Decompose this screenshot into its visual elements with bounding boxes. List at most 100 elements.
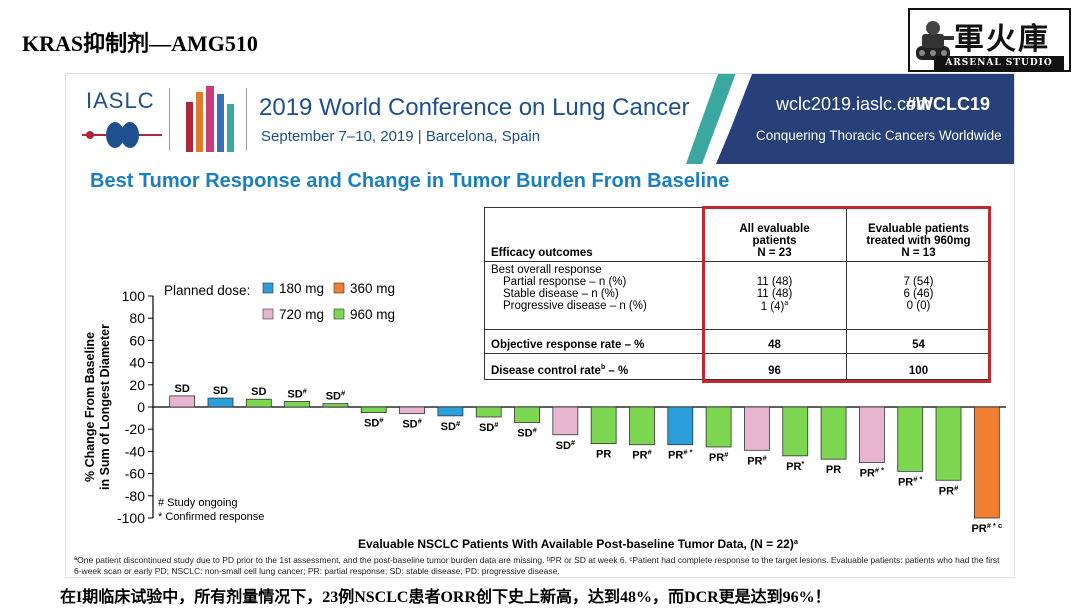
iaslc-logo-text: IASLC bbox=[86, 88, 155, 113]
bar-response-marker: # bbox=[494, 420, 499, 429]
bar-response-label: SD# bbox=[287, 386, 307, 400]
table-header-960: Evaluable patients treated with 960mg N = … bbox=[846, 207, 991, 262]
bar bbox=[973, 406, 1000, 519]
bar-response-label: PR# * bbox=[860, 466, 885, 480]
bar-response-label: PR bbox=[826, 464, 841, 476]
bar bbox=[514, 406, 540, 423]
logo-text: 軍火庫 bbox=[954, 22, 1050, 57]
bar-response-label: SD# bbox=[364, 416, 384, 430]
y-tick-label: 40 bbox=[129, 355, 145, 371]
bar bbox=[744, 406, 770, 451]
bar-response-marker: # bbox=[762, 453, 767, 462]
conference-url[interactable]: wclc2019.iaslc.com bbox=[776, 94, 932, 114]
bar-response-label: SD bbox=[213, 385, 228, 397]
bar-response-marker: # bbox=[724, 450, 729, 459]
bar-response-marker: # bbox=[571, 438, 576, 447]
conference-hashtag: #WCLC19 bbox=[906, 94, 991, 114]
table-cell: 54 bbox=[846, 329, 991, 354]
bar-response-label: PR# * bbox=[898, 474, 923, 488]
bar-response-label: PR# * c bbox=[971, 521, 1002, 535]
y-tick-label: -100 bbox=[117, 510, 145, 526]
bar bbox=[552, 406, 579, 436]
bar bbox=[284, 401, 311, 408]
table-cell: 96 bbox=[702, 353, 847, 380]
bar-response-label: PR* bbox=[786, 459, 804, 473]
conference-motto: Conquering Thoracic Cancers Worldwide bbox=[756, 128, 1002, 143]
chart-note: * Confirmed response bbox=[158, 511, 264, 523]
x-axis-label-marker: a bbox=[794, 537, 799, 546]
table-row-orr: Objective response rate – % 48 54 bbox=[484, 329, 991, 354]
bar bbox=[705, 406, 732, 448]
y-tick-label: -20 bbox=[125, 421, 145, 437]
y-tick-label: 0 bbox=[137, 399, 145, 415]
bar bbox=[590, 406, 617, 445]
bar-response-label: SD# bbox=[326, 389, 346, 403]
bar-response-marker: * bbox=[801, 459, 804, 468]
conference-banner: wclc2019.iaslc.com #WCLC19 Conquering Th… bbox=[716, 74, 1014, 164]
table-cell: 7 (54) 6 (46) 0 (0) bbox=[846, 261, 991, 330]
bar bbox=[437, 406, 464, 417]
legend-swatch bbox=[333, 308, 345, 320]
conference-header: IASLC 2019 World Conference on Lung Canc… bbox=[66, 74, 1014, 164]
legend-label: 180 mg bbox=[279, 281, 324, 296]
bar-response-label: SD# bbox=[556, 438, 576, 452]
bar-response-label: PR# bbox=[939, 483, 959, 497]
table-header-all: All evaluable patients N = 23 bbox=[702, 207, 847, 262]
bar-response-label: SD# bbox=[517, 426, 537, 440]
bar-response-marker: # * bbox=[875, 466, 884, 475]
brand-logo: 軍火庫 ARSENAL STUDIO bbox=[908, 8, 1071, 72]
y-tick-label: 100 bbox=[122, 288, 146, 304]
logo-subtitle: ARSENAL STUDIO bbox=[934, 56, 1064, 70]
efficacy-table: Efficacy outcomes All evaluable patients N… bbox=[484, 207, 991, 380]
chart-note: # Study ongoing bbox=[158, 497, 238, 509]
bar-response-label: SD bbox=[251, 386, 266, 398]
lungs-icon bbox=[82, 122, 162, 148]
x-axis-label: Evaluable NSCLC Patients With Available … bbox=[358, 537, 799, 551]
bar-response-marker: # bbox=[418, 417, 423, 426]
bar bbox=[322, 403, 349, 408]
bar bbox=[475, 406, 502, 418]
table-row-bor: Best overall response Partial response –… bbox=[484, 261, 991, 330]
conference-title: 2019 World Conference on Lung Cancer bbox=[259, 94, 690, 121]
table-header-outcomes: Efficacy outcomes bbox=[484, 207, 703, 262]
bar bbox=[782, 406, 809, 457]
bar-response-label: PR# bbox=[632, 448, 652, 462]
table-row-dcr: Disease control rateb – % 96 100 bbox=[484, 353, 991, 380]
y-tick-label: -80 bbox=[125, 488, 145, 504]
bar-response-label: SD# bbox=[402, 417, 422, 431]
bar bbox=[245, 398, 272, 408]
footnote: ªOne patient discontinued study due to P… bbox=[74, 555, 1000, 576]
bar-response-marker: # bbox=[648, 448, 653, 457]
bar-response-marker: # bbox=[341, 389, 346, 398]
bar-response-marker: # bbox=[379, 416, 384, 425]
header-divider bbox=[169, 88, 170, 150]
legend-swatch bbox=[262, 282, 274, 294]
bar-response-label: PR# bbox=[709, 450, 729, 464]
legend-label: 720 mg bbox=[279, 307, 324, 322]
bar bbox=[399, 406, 425, 415]
table-cell: Objective response rate – % bbox=[484, 329, 703, 354]
bar-response-label: PR# bbox=[747, 453, 767, 467]
bar-response-marker: # bbox=[533, 426, 538, 435]
bar-response-label: PR bbox=[596, 449, 611, 461]
chart-title: Best Tumor Response and Change in Tumor … bbox=[90, 170, 730, 192]
bar bbox=[858, 406, 885, 463]
bar bbox=[169, 395, 196, 408]
legend-title: Planned dose: bbox=[164, 283, 250, 298]
y-tick-label: 20 bbox=[129, 377, 145, 393]
table-cell: Disease control rateb – % bbox=[484, 353, 703, 380]
y-tick-label: -60 bbox=[125, 466, 145, 482]
y-tick-label: 60 bbox=[129, 332, 145, 348]
y-axis-label: in Sum of Longest Diameter bbox=[98, 324, 112, 490]
table-cell: 48 bbox=[702, 329, 847, 354]
table-header-row: Efficacy outcomes All evaluable patients N… bbox=[484, 207, 991, 262]
bar bbox=[360, 406, 387, 413]
bar-response-marker: # bbox=[954, 483, 959, 492]
legend-swatch bbox=[262, 308, 274, 320]
bar-response-label: SD# bbox=[479, 420, 499, 434]
bar-response-marker: # bbox=[303, 386, 308, 395]
bar-response-marker: # * bbox=[683, 448, 692, 457]
table-cell: 11 (48) 11 (48) 1 (4)a bbox=[702, 261, 847, 330]
barcelona-skyline-icon bbox=[186, 86, 234, 152]
legend-swatch bbox=[333, 282, 345, 294]
